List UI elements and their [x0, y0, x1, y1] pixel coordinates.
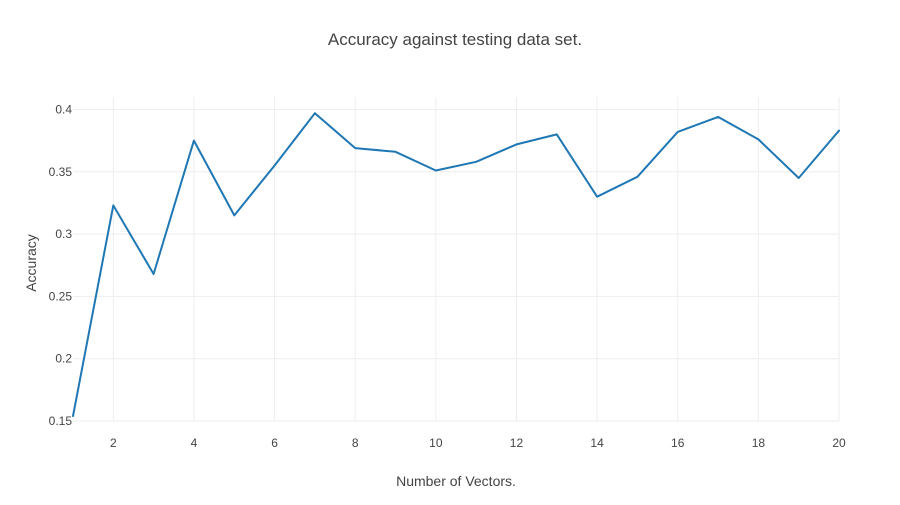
x-tick-label: 4 — [191, 436, 198, 450]
y-axis-title: Accuracy — [23, 234, 39, 292]
x-tick-label: 18 — [752, 436, 766, 450]
x-tick-label: 14 — [590, 436, 604, 450]
y-axis-ticks: 0.15 0.2 0.25 0.3 0.35 0.4 — [49, 102, 73, 428]
x-axis-ticks: 2 4 6 8 10 12 14 16 18 20 — [110, 436, 846, 450]
x-tick-label: 2 — [110, 436, 117, 450]
accuracy-series-line — [72, 112, 840, 417]
y-tick-label: 0.35 — [49, 165, 73, 179]
y-tick-label: 0.15 — [49, 414, 73, 428]
y-tick-label: 0.3 — [55, 227, 72, 241]
y-tick-label: 0.4 — [55, 102, 72, 116]
x-tick-label: 6 — [271, 436, 278, 450]
x-tick-label: 10 — [429, 436, 443, 450]
series-layer — [72, 112, 840, 417]
gridlines — [73, 97, 840, 422]
x-tick-label: 20 — [832, 436, 846, 450]
x-tick-label: 12 — [510, 436, 524, 450]
y-tick-label: 0.2 — [55, 352, 72, 366]
x-tick-label: 16 — [671, 436, 685, 450]
chart-title: Accuracy against testing data set. — [328, 30, 582, 49]
x-tick-label: 8 — [352, 436, 359, 450]
y-tick-label: 0.25 — [49, 289, 73, 303]
x-axis-title: Number of Vectors. — [396, 473, 516, 489]
